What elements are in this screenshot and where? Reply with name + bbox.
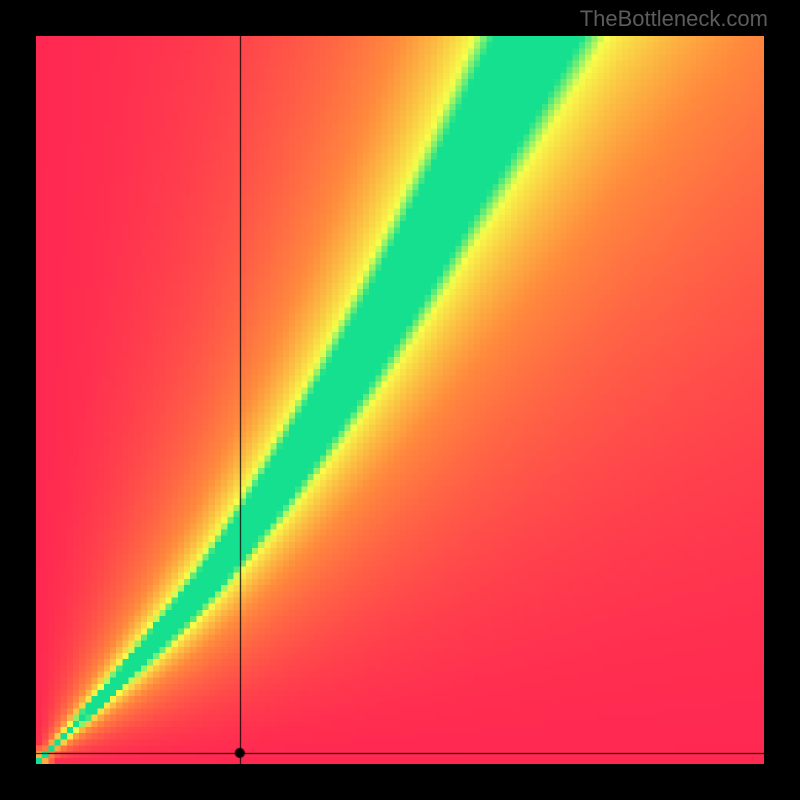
chart-container: TheBottleneck.com: [0, 0, 800, 800]
bottleneck-heatmap: [36, 36, 764, 764]
attribution-label: TheBottleneck.com: [580, 6, 768, 32]
